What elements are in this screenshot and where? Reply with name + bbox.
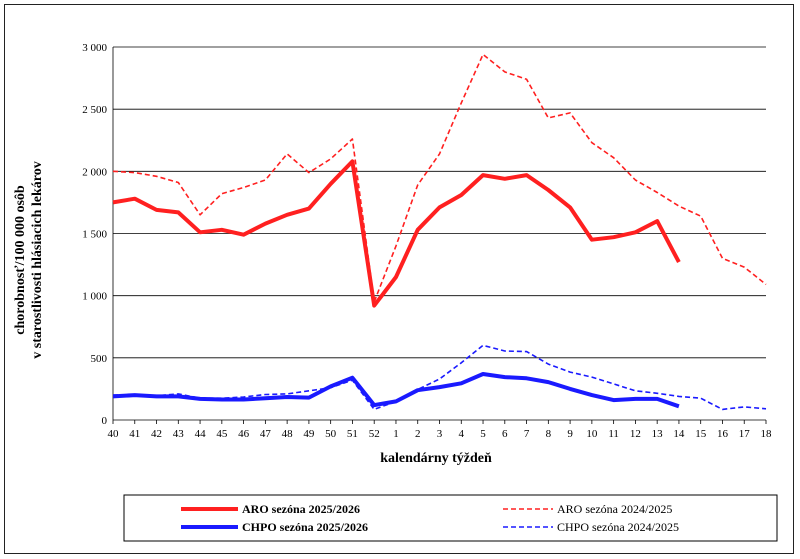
x-tick-label: 49 (303, 428, 315, 440)
chart-frame (4, 4, 794, 554)
y-tick-label: 1 500 (82, 229, 107, 241)
x-tick-label: 41 (129, 428, 140, 440)
x-tick-label: 44 (195, 428, 207, 440)
y-tick-label: 1 000 (82, 291, 107, 303)
x-axis-label: kalendárny týždeň (380, 451, 492, 466)
series-line-aro-sez-na-2025-2026 (112, 159, 681, 308)
x-tick-label: 42 (151, 428, 162, 440)
y-axis-label-line2: v starostlivosti hlásiacich lekárov (30, 161, 45, 358)
x-tick-label: 13 (652, 428, 664, 440)
x-tick-label: 3 (437, 428, 443, 440)
y-tick-label: 0 (102, 415, 108, 427)
x-tick-label: 52 (369, 428, 380, 440)
legend-label-aro-2024: ARO sezóna 2024/2025 (557, 502, 672, 516)
series-line-chpo-sez-na-2025-2026 (112, 372, 680, 409)
y-tick-label: 2 000 (82, 166, 107, 178)
x-tick-label: 43 (173, 428, 185, 440)
x-tick-label: 6 (502, 428, 508, 440)
x-tick-label: 5 (480, 428, 486, 440)
series-layer (112, 53, 767, 411)
x-tick-label: 12 (630, 428, 641, 440)
y-tick-label: 500 (91, 353, 108, 365)
x-tick-label: 47 (260, 428, 272, 440)
series-line-aro-sez-na-2024-2025 (112, 53, 767, 303)
x-tick-label: 8 (546, 428, 552, 440)
x-tick-label: 46 (238, 428, 250, 440)
legend-box (123, 494, 778, 542)
legend-label-chpo-2024: CHPO sezóna 2024/2025 (557, 520, 679, 534)
x-tick-label: 10 (586, 428, 598, 440)
x-tick-label: 48 (282, 428, 294, 440)
x-tick-labels: 40 41 42 43 44 45 46 47 48 49 50 51 52 1 2 3 4 5 6 7 8 9 10 11 1… (108, 428, 773, 440)
x-tick-label: 18 (761, 428, 773, 440)
x-tick-label: 1 (393, 428, 399, 440)
y-tick-label: 2 500 (82, 104, 107, 116)
series-line-chpo-sez-na-2024-2025 (112, 344, 767, 411)
legend: ARO sezóna 2025/2026 ARO sezóna 2024/202… (123, 494, 778, 542)
legend-label-aro-2025: ARO sezóna 2025/2026 (242, 502, 360, 516)
y-tick-label: 3 000 (82, 42, 107, 54)
x-tick-label: 50 (325, 428, 337, 440)
x-tick-label: 40 (108, 428, 120, 440)
y-tick-labels: 0 500 1 000 1 500 2 000 2 500 3 000 (82, 42, 107, 427)
legend-label-chpo-2025: CHPO sezóna 2025/2026 (242, 520, 368, 534)
x-tick-label: 2 (415, 428, 421, 440)
x-tick-label: 45 (216, 428, 228, 440)
x-tick-label: 11 (608, 428, 619, 440)
y-axis-label-line1: chorobnosť/100 000 osôb (13, 185, 28, 335)
x-tick-label: 14 (673, 428, 685, 440)
x-tick-label: 9 (567, 428, 573, 440)
gridlines (112, 46, 767, 424)
x-tick-label: 4 (459, 428, 465, 440)
x-tick-label: 51 (347, 428, 358, 440)
x-tick-label: 17 (739, 428, 751, 440)
x-tick-label: 7 (524, 428, 530, 440)
x-tick-label: 16 (717, 428, 729, 440)
x-tick-label: 15 (695, 428, 707, 440)
